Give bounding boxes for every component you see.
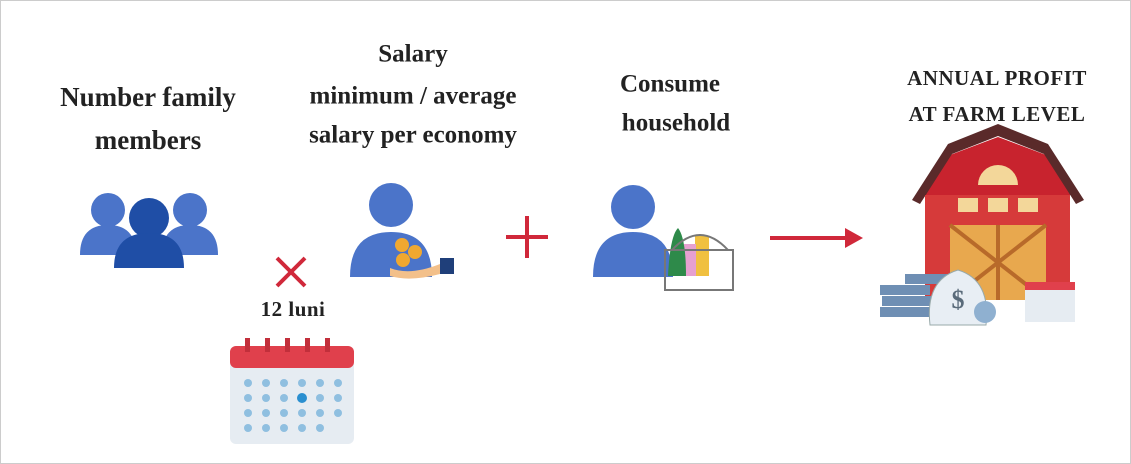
node-label: household bbox=[622, 110, 730, 137]
node-label: Consume bbox=[620, 71, 720, 98]
node-label: AT FARM LEVEL bbox=[909, 102, 1086, 126]
node-label: minimum / average bbox=[310, 83, 517, 110]
diagram: Number family members Salary minimum / a… bbox=[0, 0, 1131, 464]
node-label: Number family bbox=[60, 82, 236, 112]
dollar-sign: $ bbox=[952, 285, 965, 314]
node-label: ANNUAL PROFIT bbox=[907, 66, 1087, 90]
multiplier-label: 12 luni bbox=[261, 297, 326, 321]
node-label: members bbox=[95, 125, 201, 155]
node-label: salary per economy bbox=[309, 122, 517, 149]
calendar-icon bbox=[230, 338, 354, 444]
node-label: Salary bbox=[378, 41, 448, 68]
